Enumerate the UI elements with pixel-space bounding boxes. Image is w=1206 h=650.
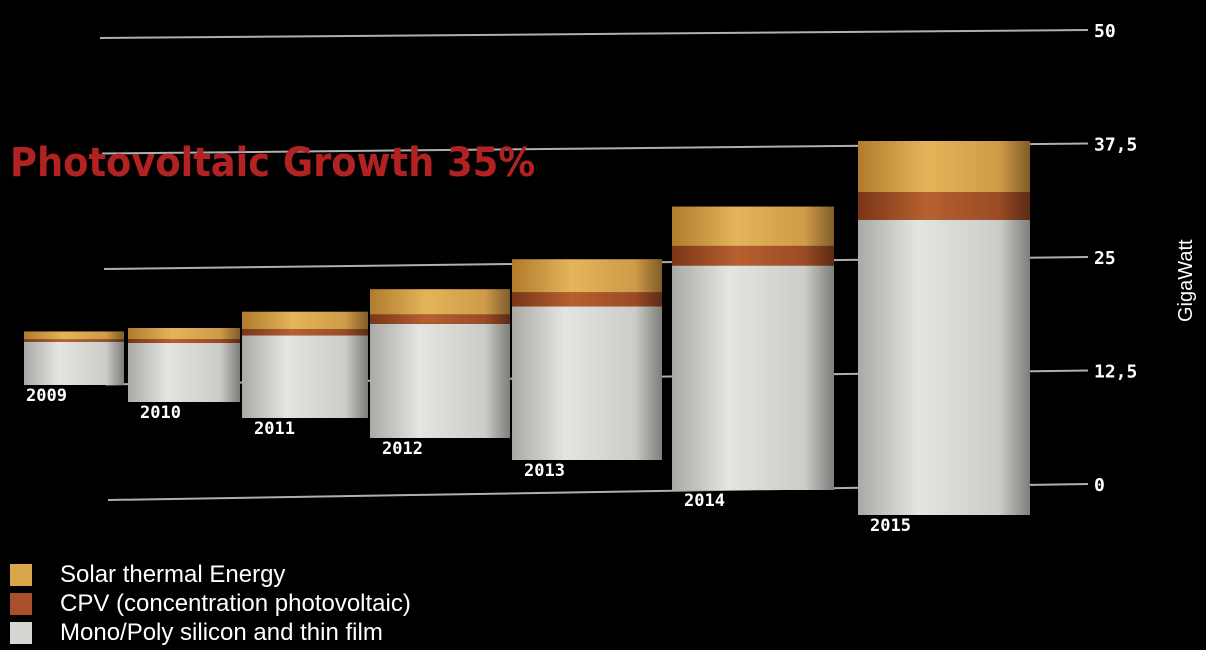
legend-item-mono-poly: Mono/Poly silicon and thin film xyxy=(10,618,411,647)
y-tick-label: 0 xyxy=(1094,475,1105,496)
bar-side-shade xyxy=(219,327,240,402)
bar-segment-cpv xyxy=(128,339,240,343)
legend-item-solar-thermal: Solar thermal Energy xyxy=(10,560,411,589)
y-tick-label: 25 xyxy=(1094,248,1116,269)
x-category-label: 2010 xyxy=(140,403,181,423)
bar-segment-cpv xyxy=(242,329,368,336)
x-category-label: 2009 xyxy=(26,386,67,406)
x-category-label: 2014 xyxy=(684,491,725,511)
x-category-label: 2012 xyxy=(382,439,423,459)
bar-segment-solar-thermal xyxy=(24,331,124,340)
bar-side-shade xyxy=(635,259,662,460)
bar-side-shade xyxy=(345,311,368,418)
bar-segment-cpv xyxy=(672,245,834,266)
legend-label-cpv: CPV (concentration photovoltaic) xyxy=(60,589,411,617)
bar-segment-cpv xyxy=(24,339,124,342)
y-axis-label: GigaWatt xyxy=(1175,239,1197,322)
bar-side-shade xyxy=(804,206,834,490)
chart-title: Photovoltaic Growth 35% xyxy=(10,140,536,186)
legend: Solar thermal Energy CPV (concentration … xyxy=(10,560,411,647)
x-category-label: 2011 xyxy=(254,419,295,439)
bar-segment-cpv xyxy=(512,292,662,307)
legend-swatch-mono-poly xyxy=(10,621,32,644)
bar-segment-cpv xyxy=(370,314,510,324)
bar-side-shade xyxy=(484,289,510,438)
legend-item-cpv: CPV (concentration photovoltaic) xyxy=(10,589,411,618)
legend-label-solar-thermal: Solar thermal Energy xyxy=(60,560,286,588)
y-tick-label: 12,5 xyxy=(1094,362,1137,383)
bar-side-shade xyxy=(999,141,1030,515)
legend-swatch-solar-thermal xyxy=(10,563,32,586)
legend-swatch-cpv xyxy=(10,592,32,615)
bar-side-shade xyxy=(106,331,124,385)
gridline xyxy=(99,29,1089,39)
bar-segment-solar-thermal xyxy=(242,311,368,330)
x-category-label: 2013 xyxy=(524,461,565,481)
y-tick-label: 50 xyxy=(1094,21,1116,42)
y-tick-label: 37,5 xyxy=(1094,135,1137,156)
legend-label-mono-poly: Mono/Poly silicon and thin film xyxy=(60,618,383,646)
x-category-label: 2015 xyxy=(870,516,911,536)
bar-segment-solar-thermal xyxy=(128,327,240,340)
